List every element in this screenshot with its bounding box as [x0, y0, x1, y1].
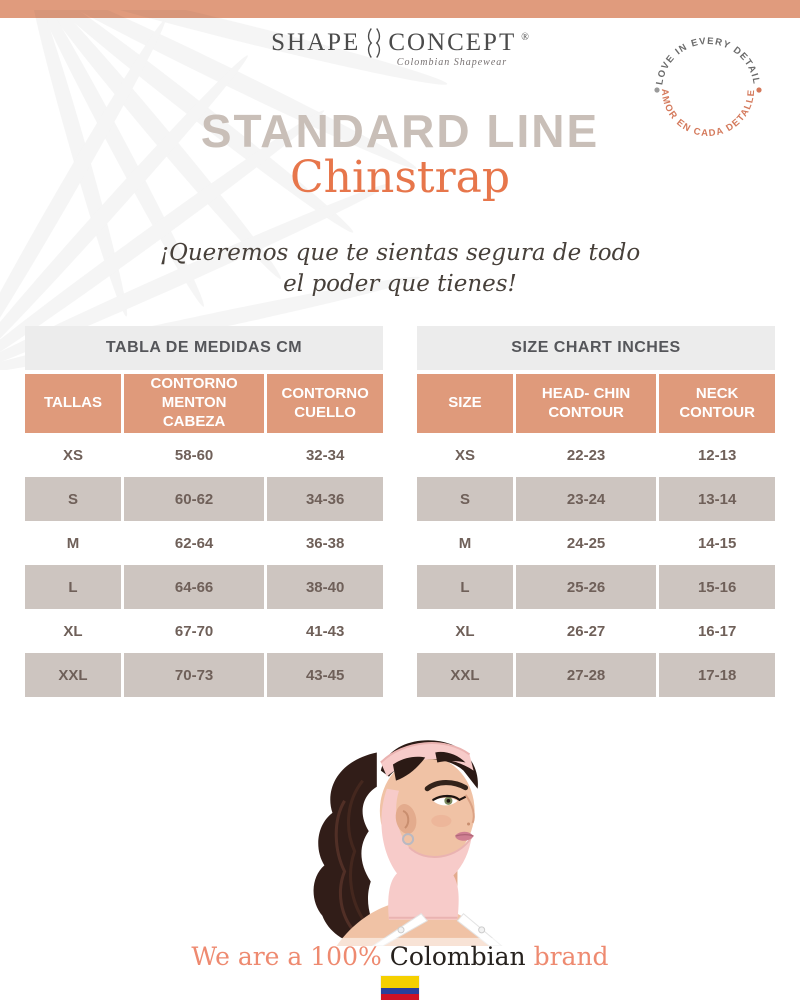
table-cell: 23-24	[515, 477, 657, 521]
flag-stripe-blue	[381, 988, 419, 994]
column-header: SIZE	[417, 374, 513, 433]
table-cell: 32-34	[267, 433, 383, 477]
table-cell: XL	[417, 609, 513, 653]
brand-name-right: CONCEPT	[388, 29, 517, 56]
table-cell: 43-45	[267, 653, 383, 697]
table-cell: 41-43	[267, 609, 383, 653]
table-row: XL 26-27 16-17	[417, 609, 775, 653]
table-row: XXL 70-73 43-45	[25, 653, 383, 697]
brand-logo-row: SHAPE CONCEPT ®	[271, 26, 529, 60]
logo-silhouette-icon	[368, 28, 381, 58]
table-cell: 13-14	[659, 477, 775, 521]
quote-line-1: ¡Queremos que te sientas segura de todo	[159, 240, 641, 266]
table-cell: 67-70	[123, 609, 265, 653]
footer-part-1: We are a 100%	[191, 942, 390, 971]
table-cell: 16-17	[659, 609, 775, 653]
colombia-flag-icon	[381, 976, 419, 1000]
table-cell: 58-60	[123, 433, 265, 477]
quote-line-2: el poder que tienes!	[283, 271, 517, 297]
column-header: CONTORNO CUELLO	[267, 374, 383, 433]
flag-stripe-yellow	[381, 976, 419, 988]
product-photo-woman-chinstrap	[274, 740, 526, 946]
table-cell: XXL	[25, 653, 121, 697]
table-cell: 15-16	[659, 565, 775, 609]
table-row: XXL 27-28 17-18	[417, 653, 775, 697]
table-cell: 27-28	[515, 653, 657, 697]
svg-text:LOVE IN EVERY DETAIL: LOVE IN EVERY DETAIL	[654, 36, 762, 86]
table-cell: L	[25, 565, 121, 609]
table-cell: 26-27	[515, 609, 657, 653]
table-cell: S	[417, 477, 513, 521]
column-header: CONTORNO MENTON CABEZA	[123, 374, 265, 433]
size-tables: TABLA DE MEDIDAS CM TALLAS CONTORNO MENTO…	[25, 326, 775, 697]
column-header: TALLAS	[25, 374, 121, 433]
table-cell: 22-23	[515, 433, 657, 477]
table-cell: 36-38	[267, 521, 383, 565]
table-row: L 64-66 38-40	[25, 565, 383, 609]
table-cell: 62-64	[123, 521, 265, 565]
table-title: TABLA DE MEDIDAS CM	[25, 326, 383, 370]
table-cell: 60-62	[123, 477, 265, 521]
footer-part-3: brand	[525, 942, 609, 971]
table-cell: M	[25, 521, 121, 565]
table-cell: 70-73	[123, 653, 265, 697]
footer-tagline: We are a 100% Colombian brand	[0, 942, 800, 971]
table-header-row: SIZE HEAD- CHIN CONTOUR NECK CONTOUR	[417, 374, 775, 433]
size-table-inches: SIZE CHART INCHES SIZE HEAD- CHIN CONTOUR…	[417, 326, 775, 697]
size-table-cm: TABLA DE MEDIDAS CM TALLAS CONTORNO MENTO…	[25, 326, 383, 697]
motivational-quote: ¡Queremos que te sientas segura de todo …	[0, 238, 800, 300]
product-title: Chinstrap	[289, 152, 511, 203]
table-row: S 60-62 34-36	[25, 477, 383, 521]
brand-logo: SHAPE CONCEPT ® Colombian Shapewear	[0, 26, 800, 68]
badge-top-text: LOVE IN EVERY DETAIL	[654, 36, 760, 86]
registered-mark: ®	[521, 31, 529, 43]
collection-title: STANDARD LINE	[200, 105, 600, 157]
footer-part-2: Colombian	[389, 942, 526, 971]
table-cell: 34-36	[267, 477, 383, 521]
table-body: XS 22-23 12-13 S 23-24 13-14 M 24-25 14-15 L 25-26…	[417, 433, 775, 697]
table-row: XL 67-70 41-43	[25, 609, 383, 653]
brand-tagline: Colombian Shapewear	[396, 57, 508, 68]
top-accent-bar	[0, 0, 800, 18]
table-cell: 14-15	[659, 521, 775, 565]
flag-stripe-red	[381, 994, 419, 1000]
table-row: XS 58-60 32-34	[25, 433, 383, 477]
table-row: S 23-24 13-14	[417, 477, 775, 521]
column-header: HEAD- CHIN CONTOUR	[515, 374, 657, 433]
table-cell: XS	[417, 433, 513, 477]
table-row: XS 22-23 12-13	[417, 433, 775, 477]
badge-left-dot-icon	[654, 87, 660, 93]
table-cell: 25-26	[515, 565, 657, 609]
table-body: XS 58-60 32-34 S 60-62 34-36 M 62-64 36-38 L 64-66…	[25, 433, 383, 697]
table-cell: 12-13	[659, 433, 775, 477]
table-row: L 25-26 15-16	[417, 565, 775, 609]
table-cell: 24-25	[515, 521, 657, 565]
table-cell: 38-40	[267, 565, 383, 609]
table-header-row: TALLAS CONTORNO MENTON CABEZA CONTORNO CUE…	[25, 374, 383, 433]
love-detail-badge: LOVE IN EVERY DETAIL AMOR EN CADA DETALL…	[654, 36, 762, 139]
table-cell: XL	[25, 609, 121, 653]
table-cell: 64-66	[123, 565, 265, 609]
table-cell: XXL	[417, 653, 513, 697]
table-row: M 62-64 36-38	[25, 521, 383, 565]
table-cell: L	[417, 565, 513, 609]
table-title: SIZE CHART INCHES	[417, 326, 775, 370]
table-cell: XS	[25, 433, 121, 477]
table-row: M 24-25 14-15	[417, 521, 775, 565]
table-cell: 17-18	[659, 653, 775, 697]
table-cell: M	[417, 521, 513, 565]
table-cell: S	[25, 477, 121, 521]
brand-name-left: SHAPE	[271, 29, 361, 56]
badge-right-dot-icon	[756, 87, 762, 93]
column-header: NECK CONTOUR	[659, 374, 775, 433]
